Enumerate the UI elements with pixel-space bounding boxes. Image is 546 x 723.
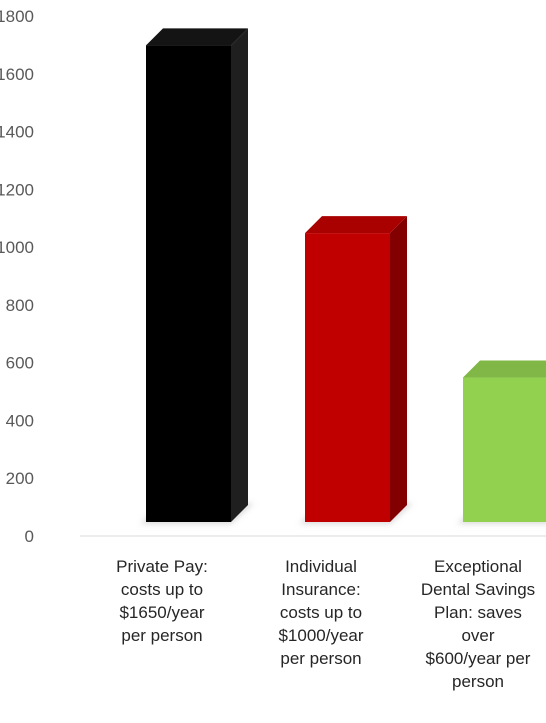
bar (463, 377, 546, 522)
x-category-label: Private Pay: costs up to $1650/year per per… (116, 557, 208, 645)
y-tick-label: 800 (6, 296, 34, 315)
y-axis: 0 200 400 600 800 1000 1200 1400 1600 1800 (0, 7, 34, 546)
bar-side (390, 216, 407, 522)
y-tick-label: 1800 (0, 7, 34, 26)
x-category-label: Individual Insurance: costs up to $1000/yea… (278, 557, 363, 668)
y-tick-label: 1400 (0, 123, 34, 142)
y-tick-label: 1200 (0, 180, 34, 199)
bar (305, 233, 390, 522)
y-tick-label: 1600 (0, 65, 34, 84)
y-tick-label: 0 (25, 527, 34, 546)
y-tick-label: 600 (6, 354, 34, 373)
bar (146, 45, 231, 522)
bar-top (146, 28, 248, 46)
bar-side (231, 28, 248, 522)
y-tick-label: 200 (6, 469, 34, 488)
x-axis: Private Pay: costs up to $1650/year per per… (116, 557, 535, 691)
bars (140, 28, 546, 524)
bar-top (305, 216, 407, 234)
y-tick-label: 400 (6, 411, 34, 430)
bar-top (463, 360, 546, 378)
y-tick-label: 1000 (0, 238, 34, 257)
x-category-label: Exceptional Dental Savings Plan: saves over… (421, 557, 535, 691)
